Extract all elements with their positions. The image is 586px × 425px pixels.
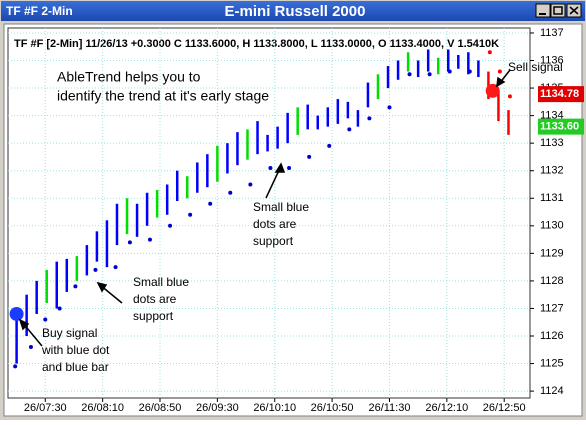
signal-dot xyxy=(485,83,500,98)
annotation: support xyxy=(133,309,174,323)
trend-dot xyxy=(287,165,292,170)
price-marker-label: 1134.78 xyxy=(540,88,579,100)
y-tick-label: 1136 xyxy=(540,54,564,66)
x-tick-label: 26/10:50 xyxy=(311,402,354,414)
trend-dot xyxy=(248,182,253,187)
annotation-arrows xyxy=(18,69,511,347)
plot: 1124 1125 1126 1127 1128 1129 1130 1131 1132 1133… xyxy=(8,27,584,414)
y-tick-label: 1131 xyxy=(540,192,564,204)
trend-dot xyxy=(307,154,312,159)
x-tick-label: 26/12:50 xyxy=(483,402,526,414)
x-tick-label: 26/07:30 xyxy=(24,402,67,414)
y-tick-label: 1134 xyxy=(540,110,564,122)
trend-dot xyxy=(427,72,432,77)
annotation: support xyxy=(253,234,294,248)
annotation: Sell signal xyxy=(508,60,563,74)
y-tick-label: 1129 xyxy=(540,247,564,259)
x-tick-label: 26/11:30 xyxy=(368,402,410,414)
window-title: TF #F 2-Min xyxy=(6,4,73,18)
trend-dot xyxy=(13,364,18,369)
trend-dot xyxy=(407,72,412,77)
trend-dot xyxy=(347,127,352,132)
trend-dot xyxy=(367,116,372,121)
trend-dot xyxy=(73,284,78,289)
trend-dot xyxy=(168,223,173,228)
trend-dot xyxy=(268,165,273,170)
trend-dot xyxy=(208,201,213,206)
minimize-button[interactable] xyxy=(535,3,551,18)
price-marker xyxy=(538,86,584,103)
chart-title: E-mini Russell 2000 xyxy=(225,3,366,20)
window-buttons[interactable] xyxy=(535,3,582,18)
y-tick-label: 1137 xyxy=(540,27,564,39)
signal-dot xyxy=(9,306,24,321)
trend-dot xyxy=(487,50,492,55)
y-tick-label: 1133 xyxy=(540,137,564,149)
y-tick-label: 1130 xyxy=(540,220,564,232)
trend-dot xyxy=(93,267,98,272)
trend-dot xyxy=(147,237,152,242)
y-tick-label: 1132 xyxy=(540,165,564,177)
annotation: identify the trend at it's early stage xyxy=(57,88,269,104)
y-tick-label: 1126 xyxy=(540,330,564,342)
trend-dot xyxy=(57,306,62,311)
x-tick-label: 26/12:10 xyxy=(425,402,468,414)
y-tick-label: 1124 xyxy=(540,385,564,397)
annotation: and blue bar xyxy=(42,360,109,374)
annotation: Small blue xyxy=(133,275,189,289)
trend-dot xyxy=(188,212,193,217)
annotation: AbleTrend helps you to xyxy=(57,69,201,85)
x-tick-label: 26/08:10 xyxy=(81,402,124,414)
trend-dot xyxy=(28,345,33,350)
annotation: dots are xyxy=(253,217,297,231)
trend-dot xyxy=(43,317,48,322)
y-tick-label: 1127 xyxy=(540,302,564,314)
annotation: with blue dot xyxy=(41,343,110,357)
trend-dot xyxy=(113,265,118,270)
y-tick-label: 1128 xyxy=(540,275,564,287)
trend-dot xyxy=(507,94,512,99)
x-tick-label: 26/09:30 xyxy=(196,402,239,414)
trend-dot xyxy=(327,143,332,148)
x-tick-label: 26/10:10 xyxy=(253,402,296,414)
trend-dot xyxy=(497,69,502,74)
price-marker-label: 1133.60 xyxy=(540,121,579,133)
trend-dot xyxy=(127,240,132,245)
annotation: Buy signal xyxy=(42,326,97,340)
info-line: TF #F [2-Min] 11/26/13 +0.3000 C 1133.60… xyxy=(14,38,499,50)
annotation: Small blue xyxy=(253,200,309,214)
maximize-button[interactable] xyxy=(550,3,566,18)
price-marker xyxy=(538,118,584,135)
y-tick-label: 1125 xyxy=(540,357,564,369)
title-bar xyxy=(1,1,585,21)
annotation: dots are xyxy=(133,292,177,306)
trend-dot xyxy=(228,190,233,195)
trend-dot xyxy=(387,105,392,110)
x-tick-label: 26/08:50 xyxy=(139,402,182,414)
